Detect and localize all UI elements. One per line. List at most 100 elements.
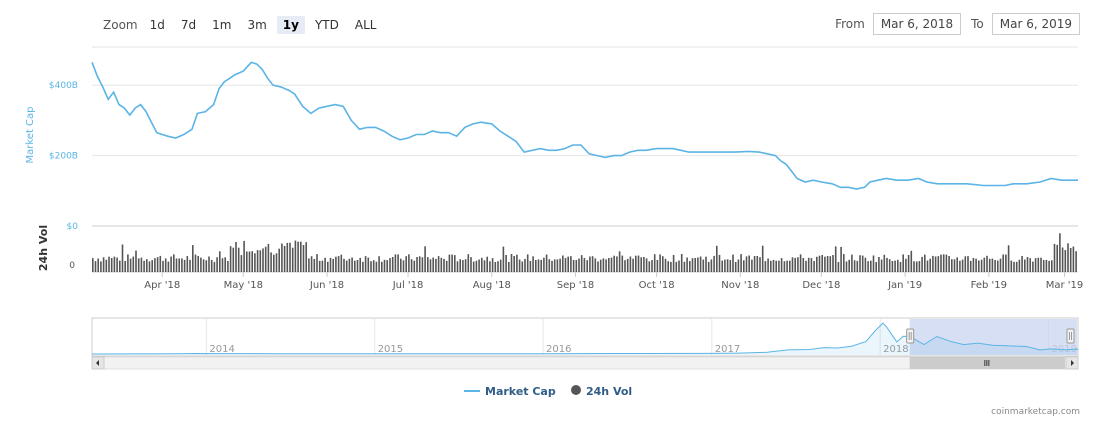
- zoom-button-ytd[interactable]: YTD: [314, 18, 339, 32]
- volume-bar: [154, 258, 156, 272]
- volume-bar: [440, 257, 443, 272]
- volume-bar: [864, 257, 867, 272]
- volume-bar: [302, 245, 305, 272]
- from-label: From: [835, 17, 865, 31]
- volume-bar: [689, 261, 691, 272]
- zoom-button-1d[interactable]: 1d: [149, 18, 165, 32]
- volume-bar: [232, 247, 235, 272]
- to-label: To: [971, 17, 984, 31]
- zoom-bar: Zoom 1d 7d 1m 3m 1y YTD ALL: [103, 15, 386, 35]
- volume-bar: [351, 257, 353, 272]
- volume-bar: [707, 261, 710, 272]
- volume-bar: [967, 256, 969, 272]
- volume-bar: [648, 261, 651, 272]
- volume-bar: [394, 254, 397, 272]
- scrollbar-right-button: [1065, 356, 1079, 370]
- navigator-year-label: 2018: [883, 344, 908, 355]
- volume-bar: [789, 260, 791, 272]
- volume-bar: [173, 254, 175, 272]
- volume-bar: [456, 261, 459, 272]
- volume-bar: [907, 255, 910, 272]
- zoom-button-1m[interactable]: 1m: [212, 18, 232, 32]
- volume-bar: [289, 242, 291, 272]
- legend-item-label: Market Cap: [485, 385, 556, 398]
- navigator-frame: [91, 317, 1079, 357]
- volume-bar: [97, 258, 99, 272]
- volume-bar: [397, 254, 399, 272]
- volume-bar: [683, 261, 686, 272]
- volume-bar: [826, 256, 829, 272]
- volume-bar: [969, 260, 972, 272]
- volume-bar: [216, 257, 218, 272]
- volume-bar: [470, 257, 472, 272]
- volume-bar: [589, 256, 591, 272]
- volume-bar: [383, 259, 386, 272]
- volume-bar: [772, 260, 775, 272]
- volume-bar: [529, 260, 532, 272]
- y-tick-label: $200B: [49, 152, 78, 162]
- volume-bar: [1037, 257, 1040, 272]
- volume-bar: [732, 254, 734, 272]
- volume-bar: [467, 254, 470, 272]
- volume-bar: [356, 260, 359, 272]
- volume-bar: [691, 258, 694, 272]
- volume-bar: [1045, 259, 1048, 272]
- volume-bar: [572, 260, 575, 272]
- volume-bar: [578, 258, 580, 272]
- zoom-button-3m[interactable]: 3m: [247, 18, 267, 32]
- to-date-input[interactable]: Mar 6, 2019: [991, 13, 1080, 35]
- volume-bar: [402, 260, 405, 272]
- volume-bar: [778, 260, 780, 272]
- volume-bar: [1048, 260, 1050, 272]
- volume-bar: [807, 257, 810, 272]
- volume-bar: [694, 258, 696, 272]
- volume-bar: [926, 260, 929, 272]
- volume-bar: [273, 254, 275, 272]
- volume-bar: [283, 246, 286, 272]
- volume-bar: [410, 259, 413, 272]
- volume-bar: [780, 258, 783, 272]
- volume-bar: [475, 260, 478, 272]
- volume-bar: [300, 241, 302, 272]
- volume-bar: [594, 258, 597, 272]
- navigator-line: [91, 322, 1079, 355]
- volume-bar: [321, 260, 324, 272]
- volume-bar: [802, 258, 805, 272]
- volume-bar: [556, 259, 559, 272]
- volume-bar: [972, 258, 975, 272]
- volume-tick-label: 0: [69, 261, 75, 271]
- volume-bar: [861, 255, 864, 272]
- volume-bar: [697, 257, 699, 272]
- volume-bar: [262, 248, 264, 272]
- volume-bar: [816, 256, 818, 272]
- zoom-button-all[interactable]: ALL: [354, 18, 377, 32]
- volume-bar: [551, 260, 553, 272]
- zoom-button-1y[interactable]: 1y: [276, 16, 305, 34]
- volume-bar: [281, 243, 283, 272]
- y-axis-label: Market Cap: [25, 106, 36, 163]
- volume-bar: [937, 256, 940, 272]
- volume-bar: [1040, 257, 1042, 272]
- from-date-input[interactable]: Mar 6, 2018: [872, 13, 962, 35]
- volume-bar: [1034, 258, 1037, 272]
- volume-bar: [637, 255, 640, 272]
- volume-bar: [605, 259, 607, 272]
- volume-bar: [246, 251, 248, 272]
- zoom-button-7d[interactable]: 7d: [180, 18, 197, 32]
- volume-bar: [678, 260, 680, 272]
- volume-bar: [794, 257, 796, 272]
- volume-bar: [1015, 261, 1018, 272]
- volume-bar: [583, 258, 586, 272]
- volume-bar: [294, 240, 297, 272]
- volume-bar: [734, 262, 737, 272]
- y-tick-label: $400B: [49, 81, 78, 91]
- volume-bar: [421, 257, 424, 272]
- credit-link[interactable]: coinmarketcap.com: [991, 407, 1080, 417]
- volume-bar: [443, 258, 445, 272]
- volume-bar: [745, 256, 748, 272]
- scrollbar-thumb: [909, 357, 1065, 369]
- volume-bar: [113, 256, 116, 272]
- navigator-year-label: 2017: [715, 344, 740, 355]
- volume-bar: [264, 246, 267, 272]
- volume-bar: [489, 261, 491, 272]
